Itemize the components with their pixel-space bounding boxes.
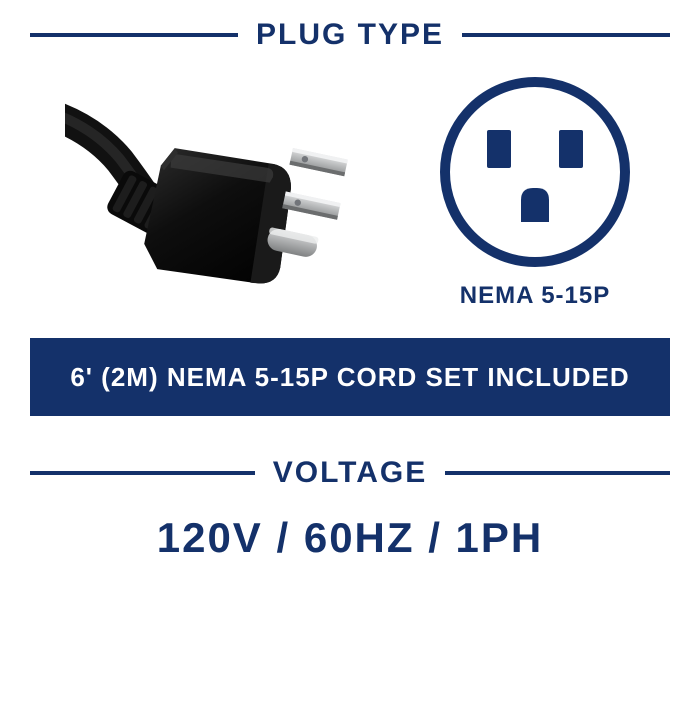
nema-outlet-icon — [435, 72, 635, 272]
outlet-diagram: NEMA 5-15P — [435, 72, 635, 310]
plug-photo — [65, 76, 365, 306]
plug-type-header: PLUG TYPE — [0, 18, 700, 52]
cord-included-banner: 6' (2M) NEMA 5-15P CORD SET INCLUDED — [30, 338, 670, 416]
outlet-caption: NEMA 5-15P — [460, 282, 610, 310]
plug-illustration — [65, 76, 365, 306]
voltage-label: VOLTAGE — [255, 456, 446, 490]
voltage-value: 120V / 60HZ / 1PH — [0, 514, 700, 562]
header-line-left — [30, 33, 238, 37]
voltage-header: VOLTAGE — [0, 456, 700, 490]
header-line-right — [462, 33, 670, 37]
banner-text: 6' (2M) NEMA 5-15P CORD SET INCLUDED — [70, 362, 629, 393]
plug-row: NEMA 5-15P — [0, 52, 700, 320]
header-line-left — [30, 471, 255, 475]
plug-type-label: PLUG TYPE — [238, 18, 462, 52]
header-line-right — [445, 471, 670, 475]
